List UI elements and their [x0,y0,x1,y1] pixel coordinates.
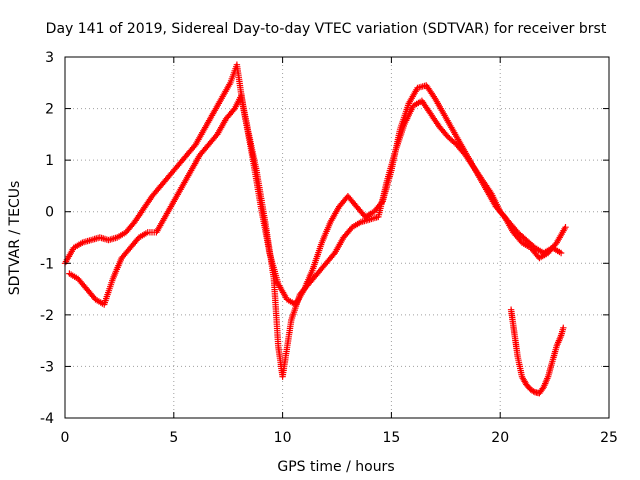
grid [65,57,609,418]
axis-ticks: 0 5 10 15 20 25 -4 -3 -2 -1 0 1 2 3 [40,50,618,446]
y-tick-label: 3 [45,50,54,66]
x-tick-label: 0 [61,430,70,446]
data-points [61,61,569,397]
y-tick-label: -2 [40,308,54,324]
marker-trace [507,306,567,397]
plot-frame [64,56,610,419]
x-tick-label: 10 [274,430,292,446]
series-track-a [61,61,569,308]
marker-trace [66,92,565,380]
y-tick-label: 2 [45,102,54,118]
y-axis-label: SDTVAR / TECUs [7,181,23,296]
y-tick-label: 1 [45,153,54,169]
y-tick-label: -3 [40,359,54,375]
x-tick-label: 5 [169,430,178,446]
marker-trace [61,61,569,308]
chart-title: Day 141 of 2019, Sidereal Day-to-day VTE… [46,21,607,37]
y-tick-label: 0 [45,205,54,221]
y-tick-label: -4 [40,411,54,427]
x-axis-label: GPS time / hours [277,459,394,475]
series-track-c [507,306,567,397]
x-tick-label: 15 [382,430,400,446]
x-tick-label: 25 [600,430,618,446]
series-track-b [66,92,565,380]
y-tick-label: -1 [40,256,54,272]
x-tick-label: 20 [491,430,509,446]
